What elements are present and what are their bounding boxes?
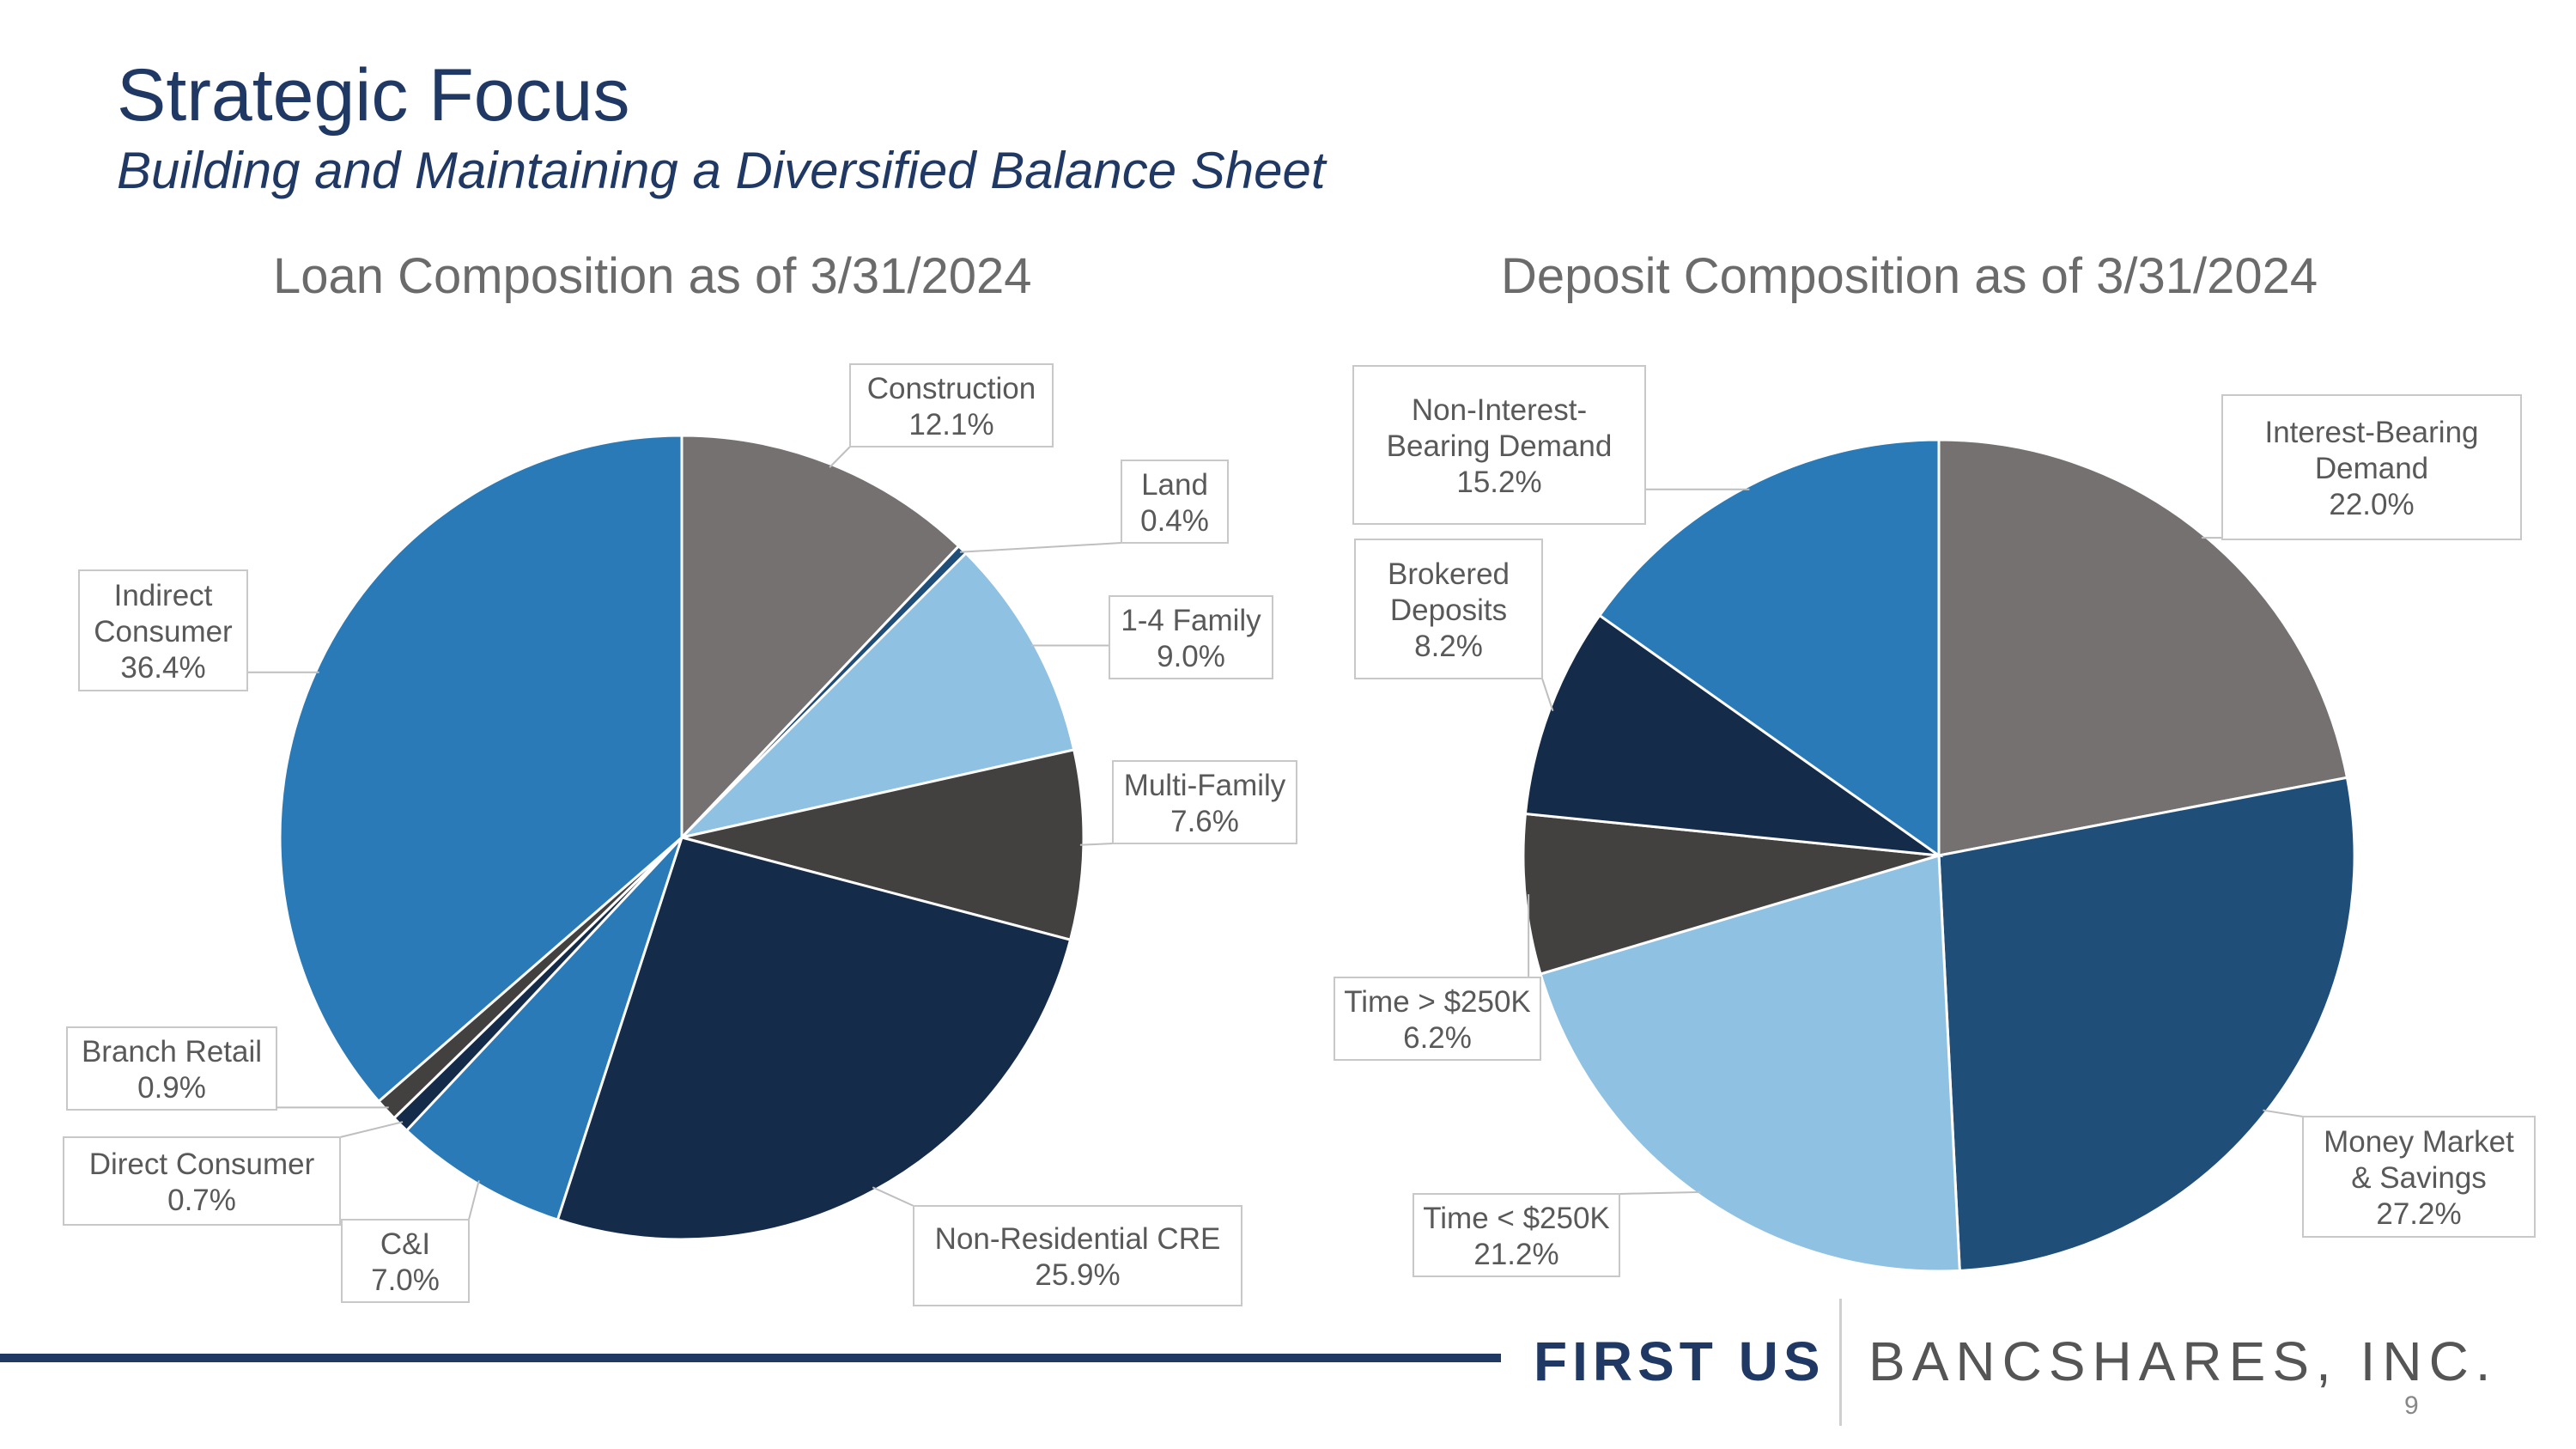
- deposit-value-time-250k: 21.2%: [1473, 1238, 1558, 1271]
- deposit-value-money-market-savings: 27.2%: [2376, 1197, 2461, 1231]
- deposit-label-brokered-deposits: Deposits: [1390, 594, 1507, 627]
- deposit-label-money-market-savings: & Savings: [2351, 1161, 2487, 1195]
- loan-leader-multi-family: [1079, 843, 1114, 846]
- deposit-label-non-interest-bearing-demand: Non-Interest-: [1412, 393, 1587, 427]
- loan-value-multi-family: 7.6%: [1170, 805, 1239, 838]
- deposit-leader-brokered-deposits: [1541, 678, 1554, 712]
- loan-callout-box-multi-family: [1112, 760, 1297, 844]
- page-number: 9: [2404, 1391, 2419, 1420]
- loan-value-construction: 12.1%: [908, 408, 993, 441]
- loan-value-1-4-family: 9.0%: [1157, 640, 1225, 673]
- loan-callout-box-1-4-family: [1109, 595, 1273, 679]
- loan-label-direct-consumer: Direct Consumer: [89, 1148, 315, 1181]
- footer-rule: [0, 1354, 1501, 1362]
- deposit-leader-money-market-savings: [2263, 1109, 2304, 1117]
- loan-slice-indirect-consumer: [278, 434, 683, 1104]
- loan-value-land: 0.4%: [1140, 504, 1209, 538]
- page-subtitle: Building and Maintaining a Diversified B…: [117, 142, 1326, 199]
- loan-value-direct-consumer: 0.7%: [167, 1184, 236, 1217]
- loan-label-non-residential-cre: Non-Residential CRE: [935, 1222, 1221, 1256]
- deposit-label-interest-bearing-demand: Demand: [2315, 452, 2428, 485]
- loan-leader-land: [959, 542, 1122, 553]
- loan-slice-c-i: [404, 836, 683, 1221]
- loan-slice-non-residential-cre: [556, 836, 1072, 1241]
- loan-slice-construction: [680, 434, 961, 841]
- deposit-callout-box-non-interest-bearing-demand: [1352, 365, 1646, 525]
- deposit-label-time-250k: Time > $250K: [1344, 985, 1531, 1019]
- loan-leader-construction: [829, 446, 851, 468]
- loan-chart-title: Loan Composition as of 3/31/2024: [273, 248, 1032, 304]
- deposit-label-interest-bearing-demand: Interest-Bearing: [2264, 416, 2478, 449]
- deposit-slice-brokered-deposits: [1523, 613, 1944, 858]
- loan-callout-box-c-i: [341, 1219, 470, 1303]
- loan-value-non-residential-cre: 25.9%: [1035, 1258, 1120, 1292]
- loan-label-indirect-consumer: Indirect: [114, 579, 213, 612]
- loan-leader-direct-consumer: [339, 1121, 404, 1138]
- loan-label-1-4-family: 1-4 Family: [1121, 604, 1261, 637]
- deposit-chart-title: Deposit Composition as of 3/31/2024: [1501, 248, 2318, 304]
- brand-first-us: FIRST US: [1534, 1330, 1826, 1392]
- loan-leader-c-i: [468, 1180, 480, 1221]
- deposit-slice-non-interest-bearing-demand: [1597, 438, 1941, 858]
- footer-divider: [1839, 1299, 1842, 1426]
- deposit-value-brokered-deposits: 8.2%: [1414, 630, 1483, 663]
- loan-leader-non-residential-cre: [872, 1186, 914, 1207]
- loan-callout-box-direct-consumer: [63, 1136, 341, 1226]
- deposit-label-money-market-savings: Money Market: [2324, 1125, 2514, 1159]
- deposit-value-time-250k: 6.2%: [1403, 1021, 1472, 1055]
- deposit-slice-time-250k: [1539, 854, 1961, 1273]
- deposit-slice-time-250k: [1522, 812, 1940, 976]
- deposit-label-brokered-deposits: Brokered: [1388, 557, 1510, 591]
- loan-callout-box-non-residential-cre: [913, 1205, 1242, 1306]
- loan-value-indirect-consumer: 36.4%: [120, 651, 205, 685]
- deposit-value-non-interest-bearing-demand: 15.2%: [1456, 466, 1541, 499]
- brand-bancshares: BANCSHARES, INC.: [1868, 1330, 2498, 1392]
- deposit-callout-box-time-250k: [1334, 977, 1541, 1061]
- loan-value-c-i: 7.0%: [371, 1263, 440, 1297]
- deposit-callout-box-interest-bearing-demand: [2221, 394, 2522, 540]
- deposit-label-non-interest-bearing-demand: Bearing Demand: [1387, 429, 1613, 463]
- loan-slice-1-4-family: [677, 551, 1076, 840]
- deposit-callout-box-money-market-savings: [2302, 1116, 2536, 1238]
- loan-label-c-i: C&I: [380, 1227, 430, 1261]
- page-title: Strategic Focus: [117, 54, 630, 137]
- loan-value-branch-retail: 0.9%: [137, 1071, 206, 1105]
- loan-label-indirect-consumer: Consumer: [94, 615, 233, 648]
- loan-label-branch-retail: Branch Retail: [82, 1035, 262, 1068]
- loan-label-construction: Construction: [867, 372, 1036, 405]
- deposit-value-interest-bearing-demand: 22.0%: [2329, 488, 2414, 521]
- deposit-callout-box-time-250k: [1413, 1193, 1620, 1277]
- deposit-label-time-250k: Time < $250K: [1423, 1202, 1610, 1235]
- deposit-slice-money-market-savings: [1937, 776, 2356, 1272]
- loan-label-multi-family: Multi-Family: [1124, 769, 1286, 802]
- deposit-slice-interest-bearing-demand: [1937, 438, 2349, 857]
- loan-callout-box-land: [1121, 460, 1229, 544]
- loan-callout-box-construction: [849, 363, 1054, 447]
- deposit-callout-box-brokered-deposits: [1354, 539, 1543, 679]
- deposit-leader-time-250k: [1619, 1190, 1701, 1195]
- loan-callout-box-indirect-consumer: [78, 569, 248, 691]
- loan-label-land: Land: [1141, 468, 1208, 502]
- loan-callout-box-branch-retail: [66, 1026, 277, 1111]
